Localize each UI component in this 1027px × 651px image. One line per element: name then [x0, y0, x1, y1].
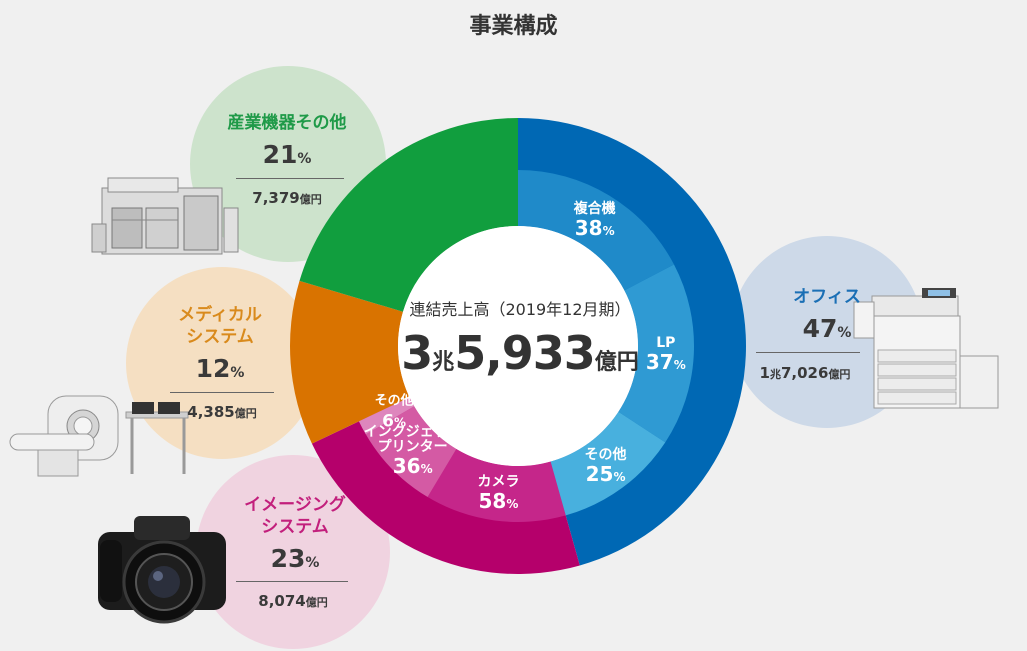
office-segment-amount: 1兆7,026億円: [759, 364, 851, 382]
total-billion: 5,933: [454, 326, 596, 380]
medical-segment-name: メディカル システム: [178, 305, 262, 347]
camera-image: [98, 516, 226, 624]
chart-title: 事業構成: [469, 14, 558, 39]
medical-divider: [170, 392, 274, 393]
inner-slice-label-4: インクジェットプリンター 36%: [364, 424, 462, 478]
industrial-segment-name: 産業機器その他: [227, 113, 347, 133]
consolidated-sales-total: 3兆5,933億円: [370, 326, 670, 380]
inner-slice-label-0: 複合機 38%: [573, 200, 616, 240]
ct-scanner-image: [9, 395, 189, 477]
office-segment-name: オフィス: [793, 287, 861, 307]
total-trillion: 3: [401, 326, 433, 380]
medical-bubble: [126, 267, 318, 459]
industrial-segment-amount: 7,379億円: [252, 189, 322, 207]
industrial-segment-percent: 21%: [262, 140, 312, 169]
medical-segment-amount: 4,385億円: [187, 403, 257, 421]
inner-slice-0: [518, 170, 675, 291]
inner-slice-5: [358, 397, 415, 435]
office-printer-image: [853, 288, 999, 409]
inner-slice-label-3: カメラ 58%: [477, 474, 519, 513]
inner-slice-label-5: その他 6%: [375, 393, 414, 432]
inner-slice-label-2: その他 25%: [585, 446, 627, 486]
medical-segment-percent: 12%: [195, 354, 245, 383]
office-divider: [756, 352, 860, 353]
inner-slice-label-1: LP 37%: [646, 335, 686, 374]
imaging-segment-percent: 23%: [270, 544, 320, 573]
outer-slice-3: [299, 118, 518, 312]
inner-ring-labels: 複合機 38% LP 37% その他 25% カメラ 58% インクジェットプリンター 36%その…: [364, 200, 686, 513]
inner-slice-2: [550, 411, 666, 516]
donut-center: [398, 226, 638, 466]
inner-slice-3: [427, 448, 566, 523]
imaging-segment-amount: 8,074億円: [258, 592, 328, 610]
industrial-divider: [236, 178, 344, 179]
inner-slice-4: [365, 406, 457, 498]
industrial-equipment-image: [91, 177, 239, 255]
inner-ring: [358, 170, 695, 523]
imaging-divider: [236, 581, 348, 582]
total-trillion-unit: 兆: [432, 350, 455, 375]
consolidated-sales-label: 連結売上高（2019年12月期）: [409, 300, 631, 319]
imaging-segment-name: イメージング システム: [244, 495, 346, 537]
total-billion-unit: 億円: [594, 350, 639, 375]
office-segment-percent: 47%: [802, 314, 852, 343]
inner-slice-1: [618, 264, 695, 443]
outer-slice-2: [289, 280, 410, 444]
